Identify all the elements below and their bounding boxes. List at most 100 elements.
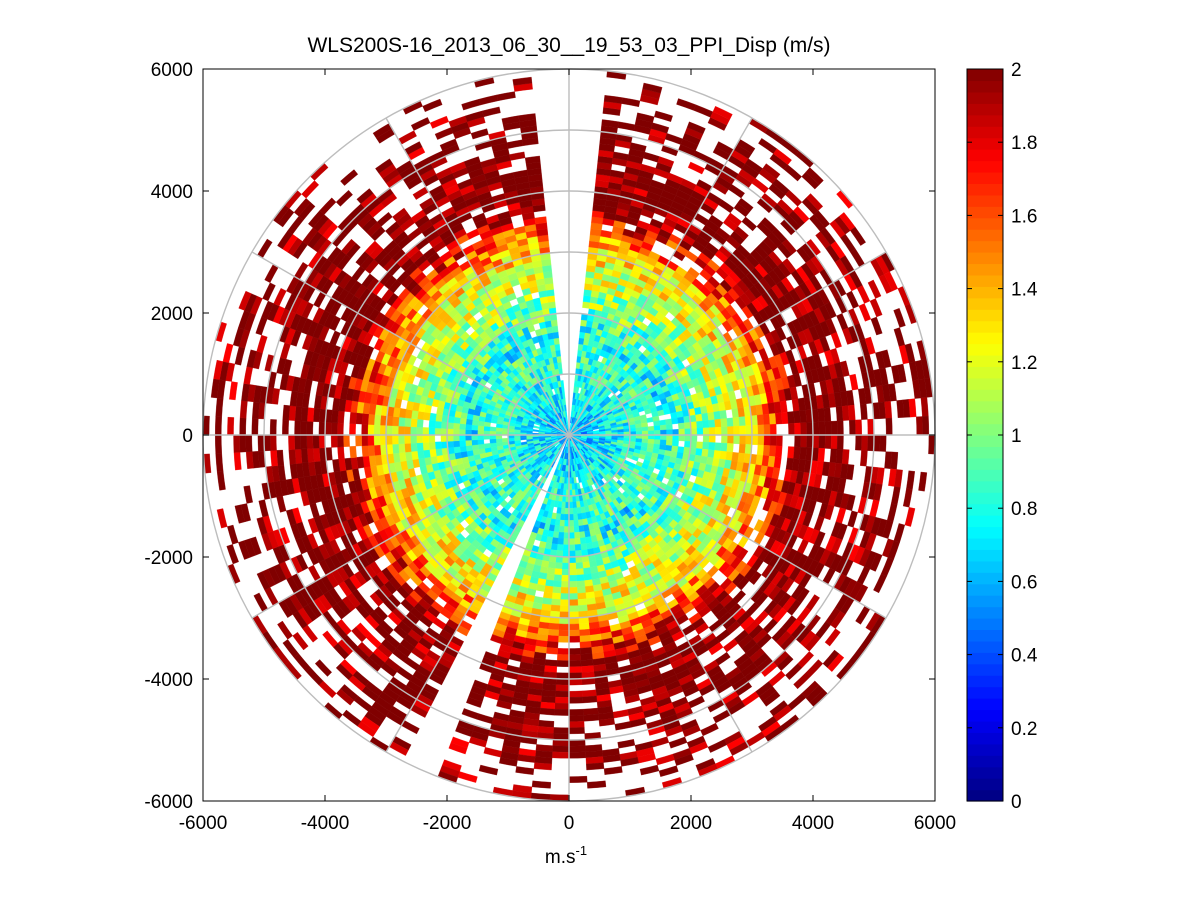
range-gate-cell [678, 428, 686, 436]
range-gate-cell [575, 568, 584, 576]
range-gate-cell [677, 446, 685, 454]
range-gate-cell [555, 690, 570, 698]
range-gate-cell [571, 477, 575, 484]
plot-area: -6000 -4000 -2000 0 2000 4000 6000-6000-4000-2… [144, 60, 956, 834]
range-gate-cell [562, 544, 570, 552]
range-gate-cell [585, 536, 593, 544]
range-gate-cell [721, 426, 728, 436]
range-gate-cell [568, 532, 575, 539]
range-gate-cell [684, 434, 692, 442]
range-gate-cell [702, 427, 710, 436]
range-gate-cell [547, 561, 556, 569]
range-gate-cell [830, 434, 838, 450]
range-gate-cell [576, 574, 585, 582]
range-gate-cell [653, 420, 661, 427]
range-gate-cell [793, 410, 801, 424]
range-gate-cell [584, 579, 594, 587]
range-gate-cell [373, 434, 381, 446]
range-gate-cell [428, 427, 436, 436]
range-gate-cell [787, 446, 795, 459]
range-gate-cell [554, 562, 563, 570]
range-gate-cell [562, 550, 570, 558]
range-gate-cell [557, 531, 565, 539]
range-gate-cell [452, 434, 460, 442]
range-gate-cell [841, 449, 850, 465]
range-gate-cell [300, 434, 308, 450]
range-gate-cell [584, 283, 594, 291]
range-gate-cell [695, 413, 703, 422]
range-gate-cell [659, 424, 667, 431]
range-gate-cell [568, 605, 579, 613]
range-gate-cell [806, 422, 814, 436]
range-gate-cell [773, 456, 782, 469]
range-gate-cell [568, 690, 583, 698]
range-gate-cell [666, 429, 673, 436]
range-gate-cell [552, 586, 562, 594]
range-gate-cell [379, 424, 387, 436]
range-gate-cell [453, 422, 460, 430]
range-gate-cell [568, 648, 581, 655]
range-gate-cell [563, 538, 570, 545]
range-gate-cell [558, 617, 570, 625]
range-gate-cell [584, 277, 594, 285]
range-gate-cell [546, 567, 556, 575]
range-gate-cell [647, 438, 655, 445]
range-gate-cell [757, 434, 765, 446]
range-gate-cell [715, 426, 722, 436]
range-gate-cell [558, 623, 570, 631]
range-gate-cell [471, 424, 479, 431]
range-gate-cell [367, 434, 375, 446]
range-gate-cell [653, 425, 661, 431]
chart-title: WLS200S-16_2013_06_30__19_53_03_PPI_Disp… [307, 34, 830, 57]
range-gate-cell [555, 349, 561, 357]
range-gate-cell [544, 579, 554, 587]
range-gate-cell [653, 439, 661, 445]
range-gate-cell [762, 445, 771, 457]
range-gate-cell [385, 425, 393, 436]
range-gate-cell [568, 568, 577, 576]
range-gate-cell [577, 519, 584, 527]
range-gate-cell [641, 426, 649, 432]
range-gate-cell [312, 447, 321, 462]
range-gate-cell [583, 573, 593, 581]
range-gate-cell [398, 425, 405, 436]
range-gate-cell [557, 648, 570, 655]
range-gate-cell [312, 408, 321, 423]
range-gate-cell [666, 434, 673, 441]
range-gate-cell [579, 531, 586, 539]
range-gate-cell [696, 427, 704, 436]
range-gate-cell [398, 416, 406, 427]
range-gate-cell [405, 409, 413, 419]
range-gate-cell [568, 672, 582, 680]
range-gate-cell [545, 647, 558, 655]
range-gate-cell [495, 438, 503, 443]
range-gate-cell [670, 411, 678, 419]
range-gate-cell [550, 604, 561, 612]
range-gate-cell [580, 653, 593, 661]
range-gate-cell [411, 450, 419, 460]
range-gate-cell [550, 598, 561, 606]
range-gate-cell [800, 434, 808, 448]
range-gate-cell [465, 439, 473, 447]
range-gate-cell [343, 434, 350, 447]
range-gate-cell [559, 599, 570, 606]
range-gate-cell [708, 419, 716, 428]
range-gate-cell [702, 441, 710, 450]
range-gate-cell [769, 434, 777, 447]
range-gate-cell [775, 434, 783, 447]
range-gate-cell [580, 543, 588, 551]
range-gate-cell [702, 434, 710, 443]
range-gate-cell [568, 635, 581, 643]
range-gate-cell [416, 434, 423, 444]
range-gate-cell [540, 695, 556, 704]
range-gate-cell [556, 660, 570, 667]
range-gate-cell [547, 635, 559, 643]
range-gate-cell [417, 450, 425, 460]
range-gate-cell [671, 417, 679, 425]
range-gate-cell [582, 695, 598, 704]
range-gate-cell [568, 617, 580, 625]
range-gate-cell [855, 434, 862, 451]
range-gate-cell [660, 434, 667, 441]
range-gate-cell [579, 325, 587, 333]
range-gate-cell [576, 507, 582, 515]
